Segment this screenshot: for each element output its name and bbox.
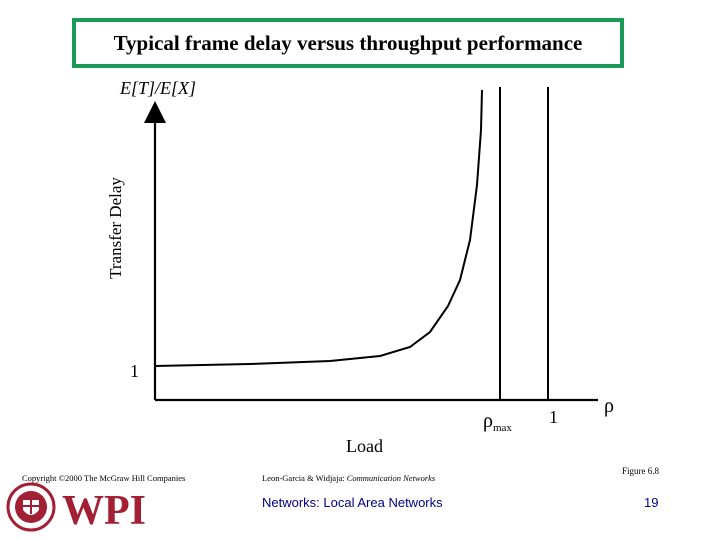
x-axis-label: Load: [346, 436, 383, 456]
rho-max-subscript: max: [492, 422, 512, 434]
wpi-logo: WPI: [6, 482, 146, 534]
x-axis-rho-label: ρ: [604, 395, 614, 417]
author-names: Leon-Garcia & Widjaja:: [262, 473, 345, 483]
course-title: Networks: Local Area Networks: [262, 495, 443, 510]
copyright-notice: Copyright ©2000 The McGraw Hill Companie…: [22, 473, 186, 483]
wpi-wordmark: WPI: [62, 488, 146, 534]
x-tick-rho-max: ρmax: [483, 410, 512, 434]
y-unit-label: E[T]/E[X]: [120, 78, 197, 98]
slide-title: Typical frame delay versus throughput pe…: [76, 22, 620, 64]
y-tick-one: 1: [130, 361, 139, 381]
figure-number: Figure 6.8: [622, 466, 659, 476]
title-frame: Typical frame delay versus throughput pe…: [72, 18, 624, 68]
author-credit: Leon-Garcia & Widjaja: Communication Net…: [262, 473, 435, 483]
rho-max-symbol: ρ: [483, 410, 493, 432]
delay-curve: [154, 89, 483, 367]
page-number: 19: [644, 495, 659, 510]
x-tick-one: 1: [549, 407, 558, 427]
book-title: Communication Networks: [346, 473, 436, 483]
y-axis-label: Transfer Delay: [106, 177, 125, 279]
